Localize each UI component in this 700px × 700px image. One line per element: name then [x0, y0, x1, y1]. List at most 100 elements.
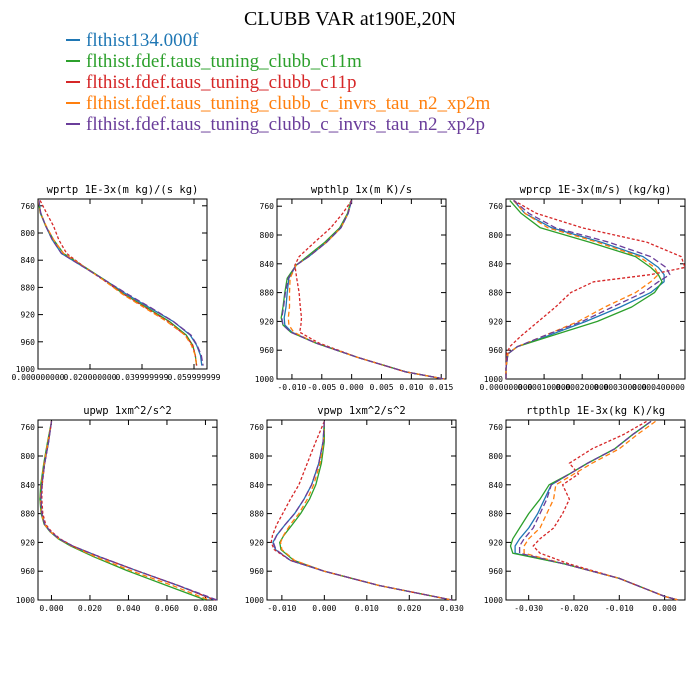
x-tick-label: 0.059999999 — [168, 373, 221, 382]
x-tick-label: 0.020 — [397, 604, 421, 613]
legend-label: flthist.fdef.taus_tuning_clubb_c_invrs_t… — [86, 93, 491, 114]
x-tick-label: 0.015 — [429, 383, 453, 392]
chart-title: rtpthlp 1E-3x(kg K)/kg — [526, 405, 665, 417]
series-line — [283, 200, 445, 380]
series-line — [279, 421, 452, 601]
series-line — [37, 200, 198, 366]
plot-frame — [276, 198, 447, 380]
y-tick-label: 960 — [250, 567, 265, 576]
y-tick-label: 760 — [250, 423, 265, 432]
legend-entry: flthist.fdef.taus_tuning_clubb_c11p — [66, 72, 490, 93]
x-tick-label: 0.030 — [440, 604, 464, 613]
series-line — [532, 420, 679, 601]
y-tick-label: 800 — [260, 231, 275, 240]
y-tick-label: 880 — [21, 510, 36, 519]
x-tick-label: 0.000 — [340, 383, 364, 392]
y-tick-label: 760 — [21, 202, 36, 211]
y-tick-label: 1000 — [484, 375, 503, 384]
series-line — [505, 199, 663, 379]
legend-label: flthist.fdef.taus_tuning_clubb_c11m — [86, 51, 362, 72]
y-tick-label: 840 — [21, 481, 36, 490]
series-line — [287, 200, 445, 380]
y-tick-label: 840 — [260, 260, 275, 269]
series-line — [38, 200, 203, 366]
y-tick-label: 880 — [489, 510, 504, 519]
y-tick-label: 840 — [489, 260, 504, 269]
x-tick-label: -0.010 — [277, 383, 306, 392]
y-tick-label: 960 — [21, 567, 36, 576]
chart-title: wprtp 1E-3x(m kg)/(s kg) — [47, 184, 199, 196]
x-tick-label: 0.039999999 — [116, 373, 169, 382]
series-line — [294, 200, 445, 380]
chart-panel: wpthlp 1x(m K)/s7608008408809209601000-0… — [255, 184, 454, 392]
series-line — [40, 421, 218, 601]
legend-label: flthist134.000f — [86, 30, 199, 51]
chart-panel: rtpthlp 1E-3x(kg K)/kg 760 800 840 880 920 960… — [484, 405, 686, 613]
x-tick-label: 0.000000000 — [12, 373, 65, 382]
y-tick-label: 1000 — [484, 596, 503, 605]
series-line — [272, 421, 452, 601]
x-tick-label: 0.000100000 — [518, 383, 571, 392]
y-tick-label: 920 — [21, 311, 36, 320]
x-tick-label: 0.010 — [355, 604, 379, 613]
chart-panel: vpwp 1xm^2/s^2 760 800 840 880 920 960 1000-0.0… — [245, 405, 464, 613]
legend-entry: flthist.fdef.taus_tuning_clubb_c_invrs_t… — [66, 114, 490, 135]
y-tick-label: 920 — [21, 538, 36, 547]
y-tick-label: 760 — [489, 423, 504, 432]
series-line — [39, 421, 210, 601]
series-line — [37, 200, 198, 366]
y-tick-label: 920 — [250, 538, 265, 547]
y-tick-label: 880 — [250, 510, 265, 519]
chart-title: upwp 1xm^2/s^2 — [83, 405, 172, 417]
y-tick-label: 880 — [260, 289, 275, 298]
x-tick-label: 0.000000000 — [480, 383, 533, 392]
series-line — [279, 421, 452, 601]
x-tick-label: -0.005 — [307, 383, 336, 392]
legend-label: flthist.fdef.taus_tuning_clubb_c11p — [86, 72, 357, 93]
chart-panel: wprcp 1E-3x(m/s) (kg/kg) 760 800 840 880 920 9… — [480, 184, 686, 392]
x-tick-label: 0.000 — [39, 604, 63, 613]
y-tick-label: 960 — [489, 567, 504, 576]
y-tick-label: 840 — [489, 481, 504, 490]
series-line — [39, 200, 198, 366]
x-tick-label: 0.080 — [193, 604, 217, 613]
y-tick-label: 760 — [260, 202, 275, 211]
chart-title: wprcp 1E-3x(m/s) (kg/kg) — [520, 184, 672, 196]
legend: flthist134.000f flthist.fdef.taus_tuning… — [66, 30, 490, 135]
x-tick-label: 0.000300000 — [594, 383, 647, 392]
legend-entry: flthist.fdef.taus_tuning_clubb_c_invrs_t… — [66, 93, 490, 114]
plot-frame — [37, 419, 218, 601]
x-tick-label: 0.005 — [369, 383, 393, 392]
series-line — [41, 421, 216, 601]
legend-swatch — [66, 80, 80, 83]
y-tick-label: 1000 — [16, 365, 35, 374]
legend-swatch — [66, 101, 80, 104]
x-tick-label: 0.020 — [78, 604, 102, 613]
series-line — [40, 421, 216, 601]
series-line — [280, 200, 445, 380]
legend-swatch — [66, 122, 80, 125]
series-line — [270, 421, 452, 601]
y-tick-label: 920 — [489, 538, 504, 547]
y-tick-label: 760 — [489, 202, 504, 211]
plot-frame — [37, 198, 208, 370]
series-line — [509, 420, 679, 601]
y-tick-label: 880 — [489, 289, 504, 298]
y-tick-label: 800 — [21, 452, 36, 461]
x-tick-label: 0.000400000 — [632, 383, 685, 392]
y-tick-label: 800 — [21, 229, 36, 238]
legend-swatch — [66, 38, 80, 41]
x-tick-label: 0.010 — [399, 383, 423, 392]
series-line — [514, 420, 679, 601]
legend-swatch — [66, 59, 80, 62]
y-tick-label: 1000 — [16, 596, 35, 605]
y-tick-label: 760 — [21, 423, 36, 432]
x-tick-label: -0.020 — [560, 604, 589, 613]
x-tick-label: -0.010 — [267, 604, 296, 613]
legend-entry: flthist134.000f — [66, 30, 490, 51]
chart-panel: upwp 1xm^2/s^2 760 800 840 880 920 960 1000 0.00… — [16, 405, 218, 613]
series-line — [281, 200, 445, 380]
y-tick-label: 800 — [489, 231, 504, 240]
y-tick-label: 1000 — [255, 375, 274, 384]
